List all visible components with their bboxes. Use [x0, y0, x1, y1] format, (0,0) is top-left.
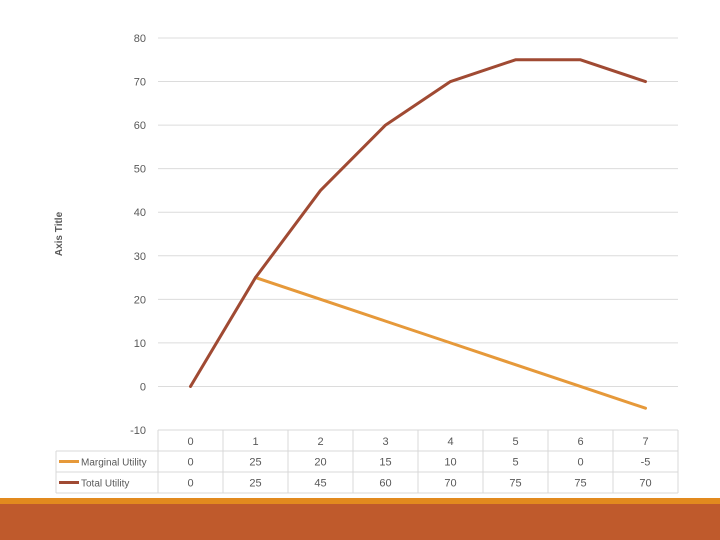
table-value-cell: 70	[444, 478, 456, 490]
y-tick-label: -10	[130, 425, 146, 437]
table-value-cell: 0	[577, 457, 583, 469]
table-value-cell: 75	[509, 478, 521, 490]
table-value-cell: 0	[187, 457, 193, 469]
x-category-label: 4	[447, 436, 453, 448]
table-value-cell: 70	[639, 478, 651, 490]
legend-label: Marginal Utility	[81, 458, 147, 469]
table-value-cell: 60	[379, 478, 391, 490]
x-category-label: 0	[187, 436, 193, 448]
table-value-cell: 20	[314, 457, 326, 469]
table-value-cell: 15	[379, 457, 391, 469]
x-category-label: 5	[512, 436, 518, 448]
x-category-label: 7	[642, 436, 648, 448]
x-category-label: 3	[382, 436, 388, 448]
x-category-label: 2	[317, 436, 323, 448]
y-tick-label: 80	[134, 33, 146, 45]
legend-label: Total Utility	[81, 479, 129, 490]
x-category-label: 1	[252, 436, 258, 448]
table-value-cell: 45	[314, 478, 326, 490]
y-tick-label: 0	[140, 381, 146, 393]
footer-band	[0, 504, 720, 540]
y-tick-label: 20	[134, 294, 146, 306]
table-value-cell: 10	[444, 457, 456, 469]
y-tick-label: 50	[134, 164, 146, 176]
y-tick-label: 60	[134, 120, 146, 132]
x-category-label: 6	[577, 436, 583, 448]
table-value-cell: 75	[574, 478, 586, 490]
y-tick-label: 70	[134, 77, 146, 89]
table-value-cell: -5	[641, 457, 651, 469]
y-tick-label: 30	[134, 251, 146, 263]
footer-accent-stripe	[0, 498, 720, 504]
series-line	[189, 58, 647, 388]
table-value-cell: 0	[187, 478, 193, 490]
table-value-cell: 25	[249, 457, 261, 469]
table-value-cell: 5	[512, 457, 518, 469]
y-axis-title: Axis Title	[54, 211, 65, 256]
y-tick-label: 40	[134, 207, 146, 219]
y-tick-label: 10	[134, 338, 146, 350]
table-value-cell: 25	[249, 478, 261, 490]
